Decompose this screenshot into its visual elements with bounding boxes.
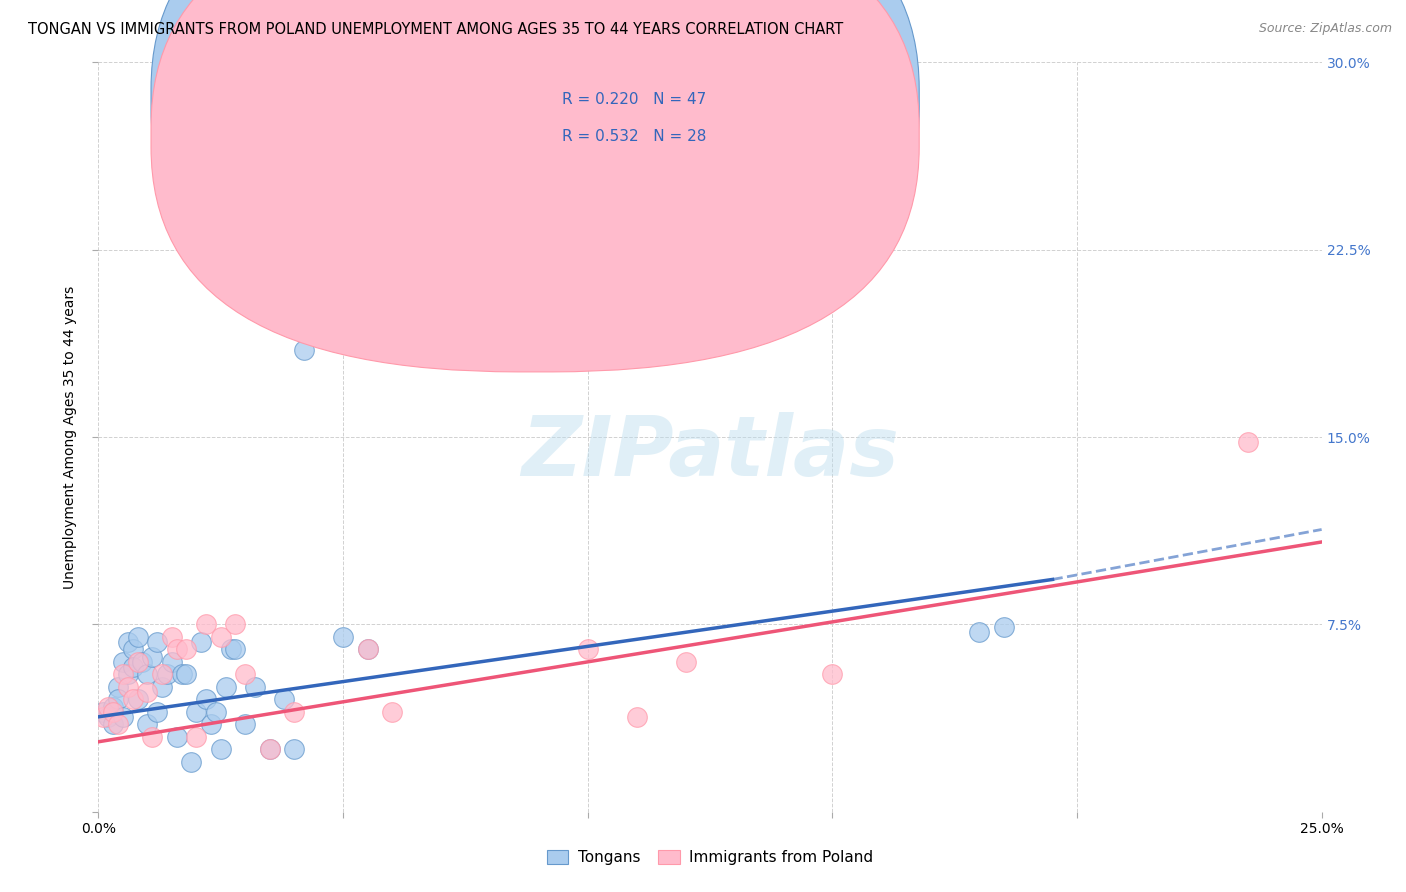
Point: [209, 742, 232, 756]
Point: [101, 699, 124, 714]
Point: [136, 667, 159, 681]
Point: [160, 655, 183, 669]
Point: [405, 305, 427, 319]
Point: [136, 685, 159, 699]
Text: R = 0.532   N = 28: R = 0.532 N = 28: [562, 129, 706, 145]
Point: [97, 699, 120, 714]
Point: [626, 710, 648, 724]
Point: [821, 667, 844, 681]
FancyBboxPatch shape: [496, 74, 790, 175]
Point: [675, 655, 697, 669]
Point: [219, 642, 242, 657]
Point: [111, 655, 134, 669]
Point: [111, 710, 134, 724]
Point: [273, 692, 295, 706]
Point: [131, 655, 153, 669]
Point: [117, 635, 139, 649]
Point: [117, 680, 139, 694]
Point: [195, 617, 218, 632]
Point: [190, 635, 212, 649]
Point: [91, 705, 114, 719]
Point: [121, 642, 143, 657]
Point: [170, 667, 193, 681]
Point: [121, 692, 143, 706]
Point: [127, 630, 149, 644]
Point: [993, 620, 1015, 634]
Point: [1237, 435, 1260, 450]
Point: [259, 742, 281, 756]
Point: [146, 705, 169, 719]
Point: [156, 667, 179, 681]
Text: R = 0.220   N = 47: R = 0.220 N = 47: [562, 92, 706, 107]
Point: [107, 692, 129, 706]
Point: [356, 642, 378, 657]
Point: [127, 655, 149, 669]
Point: [205, 705, 228, 719]
Point: [141, 649, 163, 664]
Point: [176, 642, 198, 657]
Point: [243, 680, 266, 694]
Legend: Tongans, Immigrants from Poland: Tongans, Immigrants from Poland: [541, 844, 879, 871]
Point: [180, 755, 202, 769]
Y-axis label: Unemployment Among Ages 35 to 44 years: Unemployment Among Ages 35 to 44 years: [63, 285, 77, 589]
Text: TONGAN VS IMMIGRANTS FROM POLAND UNEMPLOYMENT AMONG AGES 35 TO 44 YEARS CORRELAT: TONGAN VS IMMIGRANTS FROM POLAND UNEMPLO…: [28, 22, 844, 37]
Point: [107, 717, 129, 731]
Point: [332, 630, 354, 644]
Point: [97, 710, 120, 724]
Point: [150, 680, 173, 694]
Point: [117, 667, 139, 681]
Point: [91, 710, 114, 724]
Point: [233, 667, 256, 681]
FancyBboxPatch shape: [150, 0, 920, 334]
Text: ZIPatlas: ZIPatlas: [522, 411, 898, 492]
Point: [176, 667, 198, 681]
Point: [111, 667, 134, 681]
Point: [224, 617, 246, 632]
Point: [136, 717, 159, 731]
Point: [283, 705, 305, 719]
Point: [283, 742, 305, 756]
Point: [127, 692, 149, 706]
Point: [160, 630, 183, 644]
Point: [101, 705, 124, 719]
Point: [200, 717, 222, 731]
FancyBboxPatch shape: [150, 0, 920, 372]
Point: [356, 642, 378, 657]
Point: [166, 730, 188, 744]
Point: [195, 692, 218, 706]
Point: [214, 680, 236, 694]
Point: [101, 717, 124, 731]
Point: [146, 635, 169, 649]
Point: [233, 717, 256, 731]
Point: [259, 742, 281, 756]
Point: [967, 624, 990, 639]
Point: [150, 667, 173, 681]
Text: Source: ZipAtlas.com: Source: ZipAtlas.com: [1258, 22, 1392, 36]
Point: [381, 705, 404, 719]
Point: [166, 642, 188, 657]
Point: [576, 642, 599, 657]
Point: [292, 343, 315, 357]
Point: [224, 642, 246, 657]
Point: [107, 680, 129, 694]
Point: [186, 705, 208, 719]
Point: [141, 730, 163, 744]
Point: [121, 660, 143, 674]
Point: [186, 730, 208, 744]
Point: [209, 630, 232, 644]
